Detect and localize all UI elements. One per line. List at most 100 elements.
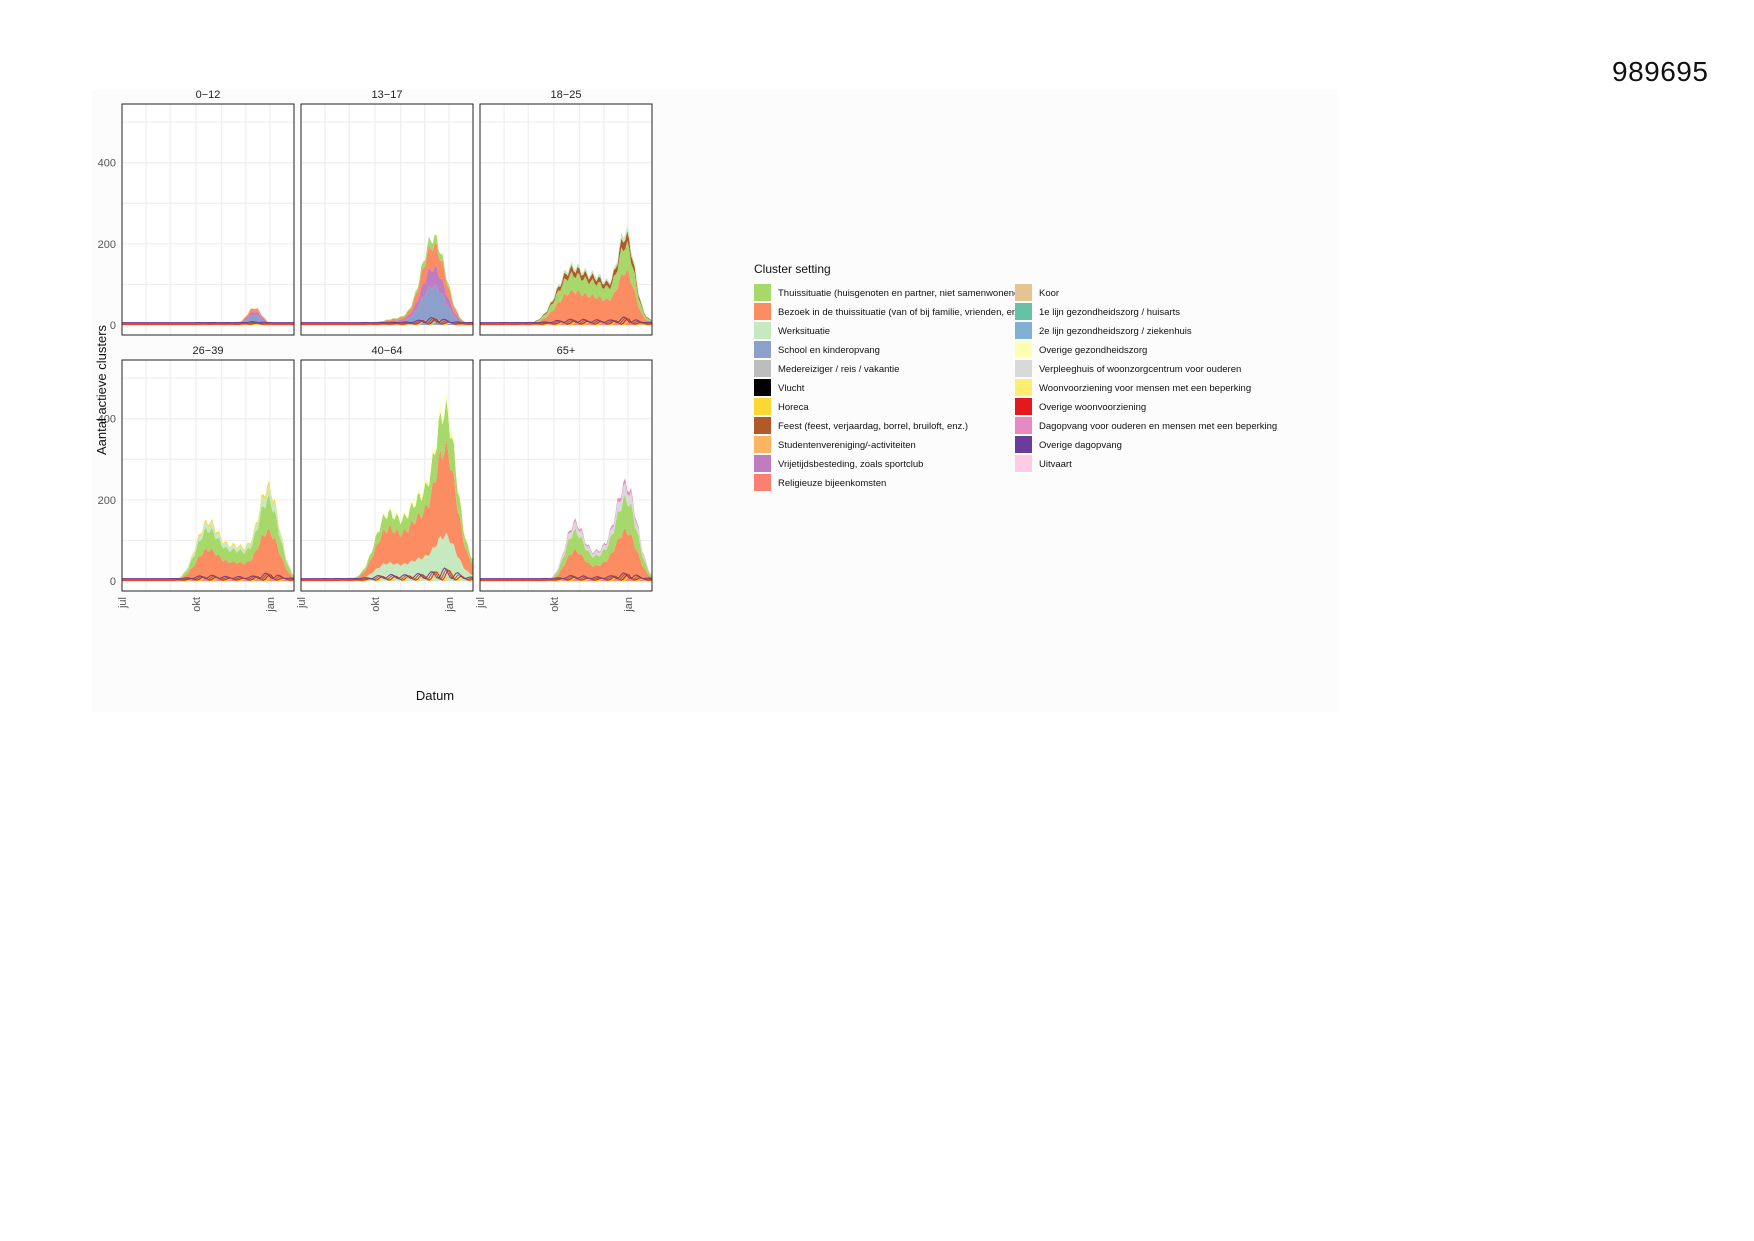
area-series [122,494,294,581]
area-series [122,484,294,581]
panel-border [479,103,653,336]
legend-label: Woonvoorziening voor mensen met een bepe… [1039,383,1251,394]
legend-swatch [754,455,771,472]
area-series [480,240,652,325]
y-tick-label: 200 [98,239,116,251]
legend-label: 2e lijn gezondheidszorg / ziekenhuis [1039,326,1192,337]
area-series [301,532,473,581]
x-tick-label: okt [370,597,382,612]
x-tick-label: jan [265,597,277,613]
legend-item: Bezoek in de thuissituatie (van of bij f… [754,303,1028,320]
legend-item: 1e lijn gezondheidszorg / huisarts [1015,303,1180,320]
legend-item: Vlucht [754,379,805,396]
legend-item: School en kinderopvang [754,341,880,358]
area-series [122,311,294,325]
legend-item: Horeca [754,398,809,415]
chart-canvas: 0−12 0 200 400 13−17 18−25 26−39 0 200 400 jul okt j… [94,90,1277,703]
minor-series-line [122,575,295,582]
legend-item: Werksituatie [754,322,830,339]
legend-swatch [1015,360,1032,377]
legend-item: Vrijetijdsbesteding, zoals sportclub [754,455,923,472]
legend-label: Werksituatie [778,326,830,337]
minor-series-line [301,568,474,580]
legend-title: Cluster setting [754,262,831,276]
legend-item: Dagopvang voor ouderen en mensen met een… [1015,417,1277,434]
area-series [480,231,652,325]
legend-label: Horeca [778,402,809,413]
legend-label: Dagopvang voor ouderen en mensen met een… [1039,421,1277,432]
facet-panel: 26−39 0 200 400 jul okt jan [98,345,295,613]
facet-panel: 40−64 jul okt jan [296,345,474,613]
legend-label: Bezoek in de thuissituatie (van of bij f… [778,307,1028,318]
x-tick-label: jan [444,597,456,613]
legend-swatch [1015,341,1032,358]
facet-panel: 18−25 [479,90,653,336]
area-series [480,494,652,581]
legend-swatch [754,398,771,415]
minor-series-line [301,317,474,324]
legend-item: Overige dagopvang [1015,436,1122,453]
y-tick-label: 400 [98,414,116,426]
legend-swatch [1015,379,1032,396]
legend-label: Overige dagopvang [1039,440,1122,451]
minor-series-line [301,318,473,325]
legend-label: 1e lijn gezondheidszorg / huisarts [1039,307,1180,318]
panel-border [300,103,474,336]
minor-series-line [301,571,474,582]
minor-series-line [122,572,295,580]
legend-label: Religieuze bijeenkomsten [778,478,886,489]
legend-label: Studentenvereniging/-activiteiten [778,440,916,451]
minor-series-line [301,316,473,324]
legend-swatch [754,284,771,301]
y-tick-label: 400 [98,158,116,170]
minor-series-line [301,319,473,326]
legend-item: Uitvaart [1015,455,1072,472]
legend-swatch [754,417,771,434]
legend-swatch [1015,455,1032,472]
minor-series-line [480,319,653,326]
legend-swatch [754,341,771,358]
legend-label: Overige woonvoorziening [1039,402,1146,413]
y-tick-label: 0 [110,576,116,588]
document-id: 989695 [1612,56,1709,87]
minor-series-line [122,323,294,326]
minor-series-line [480,317,652,324]
legend-item: Koor [1015,284,1059,301]
legend-swatch [1015,398,1032,415]
legend-item: Woonvoorziening voor mensen met een bepe… [1015,379,1251,396]
legend-label: Uitvaart [1039,459,1072,470]
x-tick-label: jul [117,597,129,609]
legend-item: Religieuze bijeenkomsten [754,474,886,491]
legend-item: Overige woonvoorziening [1015,398,1146,415]
minor-series-line [122,322,294,325]
legend-swatch [1015,417,1032,434]
minor-series-line [122,573,294,580]
x-tick-label: jul [475,597,487,609]
area-series [301,242,473,325]
legend-swatch [754,360,771,377]
legend-label: Koor [1039,288,1059,299]
minor-series-line [480,316,653,324]
legend-item: Feest (feest, verjaardag, borrel, bruilo… [754,417,968,434]
facet-title: 40−64 [372,345,403,357]
legend-label: Medereiziger / reis / vakantie [778,364,899,375]
panel-border [479,359,653,592]
facet-panel: 0−12 0 200 400 [98,90,295,336]
panel-border [300,359,474,592]
legend-item: 2e lijn gezondheidszorg / ziekenhuis [1015,322,1192,339]
legend-label: School en kinderopvang [778,345,880,356]
legend-item: Thuissituatie (huisgenoten en partner, n… [754,284,1023,301]
legend-swatch [1015,284,1032,301]
x-tick-label: jul [296,597,308,609]
legend-swatch [754,436,771,453]
legend-label: Verpleeghuis of woonzorgcentrum voor oud… [1039,364,1241,375]
y-tick-label: 200 [98,495,116,507]
legend-label: Overige gezondheidszorg [1039,345,1147,356]
area-series [480,268,652,325]
minor-series-line [480,573,652,580]
y-axis-title: Aantal actieve clusters [94,324,109,455]
legend-item: Medereiziger / reis / vakantie [754,360,899,377]
chart-legend: Cluster setting Thuissituatie (huisgenot… [754,262,1277,491]
x-tick-label: okt [549,597,561,612]
legend-swatch [1015,436,1032,453]
